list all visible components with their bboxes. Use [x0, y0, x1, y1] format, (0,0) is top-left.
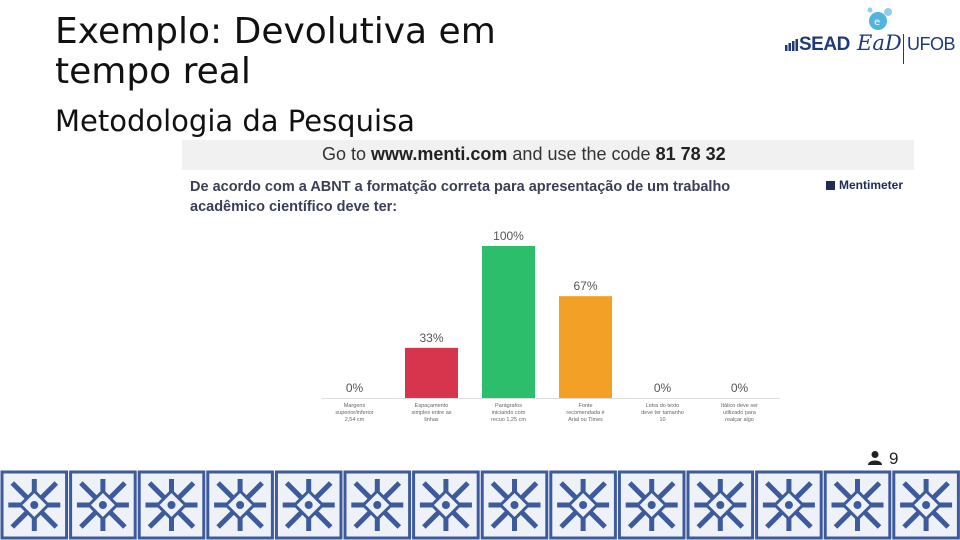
- category-label-0: Margens superior/inferior 2,54 cm: [335, 403, 373, 423]
- value-label-2: 100%: [493, 229, 524, 243]
- tile-pattern: [0, 470, 69, 540]
- menti-join-text: Go to www.menti.com and use the code 81 …: [322, 144, 726, 165]
- tile-pattern: [755, 470, 823, 540]
- category-label-1: Espaçamento simples entre as linhas: [411, 403, 451, 423]
- bar-2: [482, 246, 535, 398]
- value-label-5: 0%: [731, 381, 749, 395]
- logo-divider: [903, 34, 904, 64]
- mentimeter-logo: Mentimeter: [826, 178, 903, 192]
- join-middle: and use the code: [512, 144, 651, 164]
- participant-count-value: 9: [889, 449, 899, 468]
- menti-url-link[interactable]: www.menti.com: [371, 144, 508, 164]
- join-prefix: Go to: [322, 144, 367, 164]
- bars-icon: [785, 39, 798, 51]
- participant-count: 9: [867, 449, 898, 469]
- tile-pattern: [206, 470, 274, 540]
- tile-pattern: [549, 470, 617, 540]
- tile-pattern: [686, 470, 755, 540]
- slide-title-text: Exemplo: Devolutiva em tempo real: [55, 11, 496, 92]
- sead-logo-text: SEAD: [799, 34, 850, 55]
- tile-pattern: [480, 470, 549, 540]
- value-label-4: 0%: [654, 381, 672, 395]
- menti-join-bar: Go to www.menti.com and use the code 81 …: [182, 140, 914, 170]
- people-icon: [868, 451, 882, 465]
- bar-3: [559, 296, 612, 398]
- value-label-0: 0%: [346, 381, 364, 395]
- tile-pattern: [412, 470, 480, 540]
- bar-1: [405, 347, 458, 398]
- mentimeter-panel: Go to www.menti.com and use the code 81 …: [182, 140, 914, 430]
- svg-text:e: e: [874, 17, 880, 28]
- tile-pattern: [617, 470, 686, 540]
- value-label-3: 67%: [573, 279, 597, 293]
- category-label-2: Parágrafos iniciando com recuo 1,25 cm: [491, 403, 526, 423]
- category-label-3: Fonte recomendada é Arial ou Times: [566, 403, 604, 423]
- value-label-1: 33%: [419, 331, 443, 345]
- tile-pattern: [137, 470, 206, 540]
- bar-chart: 0% Margens superior/inferior 2,54 cm 33% Espa…: [322, 229, 780, 423]
- tile-pattern: [343, 470, 412, 540]
- mentimeter-brand-text: Mentimeter: [839, 178, 904, 192]
- decorative-tile-border: [0, 470, 960, 540]
- category-label-4: Letra do texto deve ter tamanho 10: [641, 403, 684, 423]
- bubble-icon: e: [867, 7, 892, 30]
- tile-pattern: [274, 470, 343, 540]
- institution-logos: SEAD e EaD UFOB: [785, 7, 956, 74]
- ufob-logo-text: UFOB: [907, 34, 956, 54]
- tile-pattern: [892, 470, 960, 540]
- tile-pattern: [823, 470, 892, 540]
- menti-code: 81 78 32: [655, 144, 726, 164]
- slide-title: Exemplo: Devolutiva em tempo real: [55, 12, 575, 92]
- ead-logo-text: EaD: [857, 31, 902, 55]
- tile-pattern: [69, 470, 137, 540]
- slide-subtitle: Metodologia da Pesquisa: [55, 104, 415, 138]
- mentimeter-mark-icon: [826, 181, 835, 190]
- question-text: De acordo com a ABNT a formatção correta…: [190, 179, 731, 215]
- category-label-5: Itálico deve ser utilizado para realçar al…: [721, 403, 758, 423]
